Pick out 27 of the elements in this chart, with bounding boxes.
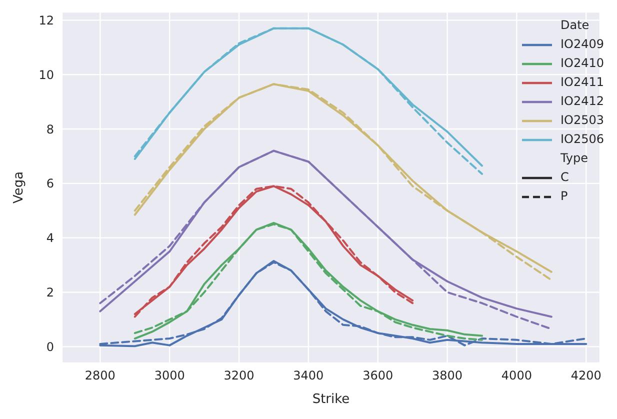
x-tick-label: 4200 xyxy=(570,368,602,383)
y-tick-label: 8 xyxy=(46,122,54,136)
x-tick-label: 3200 xyxy=(224,368,254,383)
y-tick-label: 0 xyxy=(46,340,54,354)
annotation: P xyxy=(560,188,568,205)
x-tick-label: 2800 xyxy=(84,368,116,383)
legend-label: IO2412 xyxy=(560,93,604,110)
x-axis-title: Strike xyxy=(312,392,350,407)
legend-label: IO2506 xyxy=(560,131,604,148)
y-axis-title: Vega xyxy=(12,171,27,204)
legend-label: IO2411 xyxy=(560,74,604,91)
legend-label: IO2409 xyxy=(560,36,604,53)
y-tick-label: 12 xyxy=(38,13,54,28)
x-tick-label: 4000 xyxy=(501,368,532,383)
x-tick-label: 3000 xyxy=(154,368,185,383)
y-tick-label: 6 xyxy=(46,176,54,191)
y-tick-label: 2 xyxy=(46,286,54,300)
x-tick-label: 3600 xyxy=(362,368,394,383)
legend-label: IO2503 xyxy=(560,112,604,129)
annotation: Type xyxy=(560,150,590,167)
y-tick-label: 10 xyxy=(38,68,54,82)
legend-label: IO2410 xyxy=(560,55,604,72)
annotation: C xyxy=(560,169,569,186)
legend-title: Date xyxy=(560,17,590,34)
x-tick-label: 3800 xyxy=(432,368,463,383)
x-tick-label: 3400 xyxy=(293,368,324,383)
y-tick-label: 4 xyxy=(46,231,54,246)
